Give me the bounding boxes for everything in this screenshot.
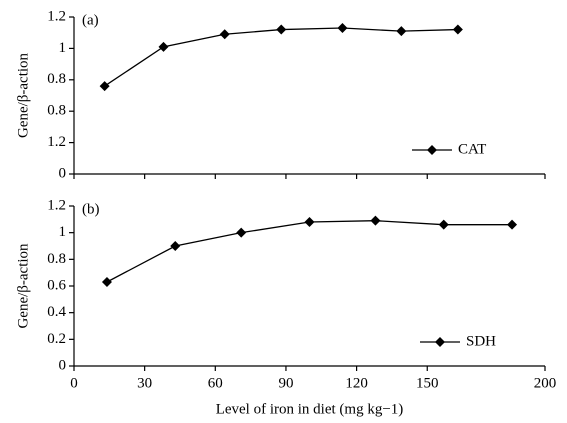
point	[337, 22, 348, 33]
y-tick-label: 1.2	[47, 197, 66, 213]
x-tick-label: 0	[70, 375, 78, 391]
point	[158, 41, 169, 52]
point	[99, 81, 110, 92]
point	[507, 219, 518, 230]
series-line	[104, 27, 458, 87]
point	[236, 227, 247, 238]
point	[101, 277, 112, 287]
x-tick-label: 60	[208, 375, 223, 391]
panel-label: (b)	[82, 201, 100, 217]
point	[276, 24, 287, 35]
x-tick-label: 200	[534, 375, 557, 391]
y-tick-label: 1.2	[47, 8, 66, 24]
y-tick-label: 0	[59, 165, 67, 181]
x-tick-label: 90	[278, 375, 293, 391]
y-axis-label: Gene/β-action	[15, 52, 31, 138]
y-tick-label: 1.2	[47, 134, 66, 150]
point	[170, 241, 181, 251]
point	[452, 24, 463, 35]
point	[438, 219, 449, 230]
y-tick-label: 0	[59, 357, 67, 373]
x-tick-label: 150	[416, 375, 439, 391]
y-axis-label: Gene/β-action	[15, 243, 31, 329]
y-tick-label: 1	[59, 224, 67, 240]
legend-label: SDH	[466, 333, 496, 349]
panel-label: (a)	[82, 12, 99, 28]
legend-marker	[435, 337, 445, 347]
point	[396, 26, 407, 37]
y-tick-label: 0.8	[47, 251, 66, 267]
y-tick-label: 0.2	[47, 331, 66, 347]
legend-marker	[427, 145, 437, 155]
series-line	[106, 220, 513, 283]
y-tick-label: 0.8	[47, 103, 66, 119]
y-tick-label: 0.8	[47, 71, 66, 87]
y-tick-label: 0.6	[47, 277, 66, 293]
legend-label: CAT	[458, 141, 486, 157]
x-axis-label: Level of iron in diet (mg kg−1)	[216, 401, 404, 417]
point	[370, 215, 381, 226]
x-tick-label: 30	[137, 375, 152, 391]
y-tick-label: 1	[59, 40, 67, 56]
point	[304, 217, 315, 227]
x-tick-label: 120	[345, 375, 368, 391]
point	[219, 29, 230, 40]
y-tick-label: 0.4	[47, 304, 66, 320]
